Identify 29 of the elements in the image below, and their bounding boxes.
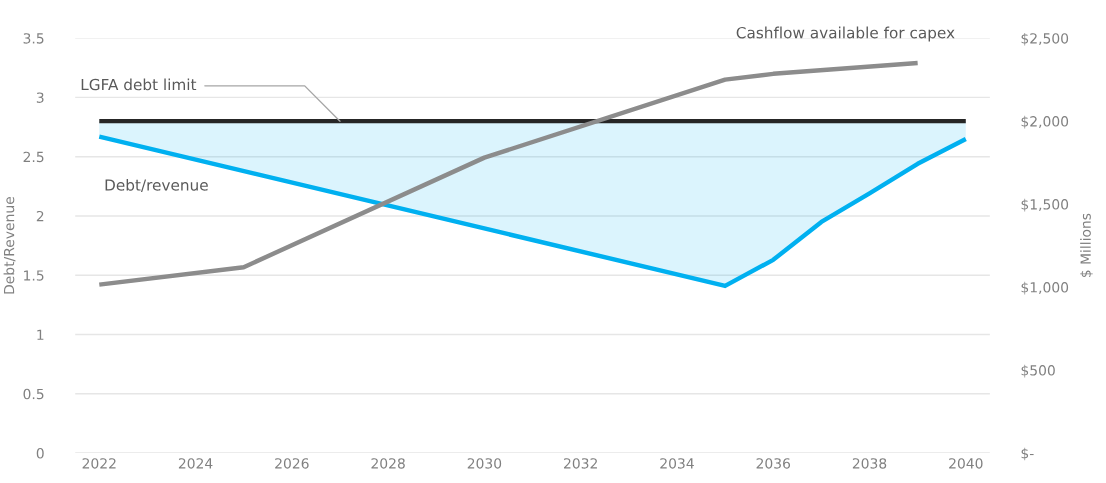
text: Cashflow available for capex xyxy=(736,26,955,42)
x-tick-label: 2032 xyxy=(564,458,597,469)
y2-tick-label: $500 xyxy=(1021,364,1055,378)
y2-axis-title: $ Millions xyxy=(1080,213,1093,278)
x-tick-label: 2030 xyxy=(467,458,502,469)
y2-tick-label: $- xyxy=(1021,447,1034,461)
y2-tick-label: $1,500 xyxy=(1021,198,1069,212)
x-tick-label: 2036 xyxy=(756,458,791,469)
x-tick-label: 2024 xyxy=(178,458,213,469)
y2-tick-label: $1,000 xyxy=(1021,281,1069,295)
y-tick-label: 3.5 xyxy=(23,33,44,44)
y-tick-label: 1.5 xyxy=(24,270,44,281)
y2-tick-label: $2,500 xyxy=(1021,32,1069,46)
x-tick-label: 2028 xyxy=(371,458,405,469)
text: LGFA debt limit xyxy=(81,78,197,91)
x-tick-label: 2038 xyxy=(852,458,887,469)
y-tick-label: 2.5 xyxy=(23,151,44,163)
y2-tick-label: $2,000 xyxy=(1021,115,1069,129)
y-tick-label: 1 xyxy=(37,329,44,340)
y-tick-label: 0 xyxy=(36,448,44,459)
y-tick-label: 0.5 xyxy=(23,388,44,400)
x-tick-label: 2022 xyxy=(82,458,116,469)
series-label: Debt/revenue xyxy=(105,178,208,192)
x-tick-label: 2026 xyxy=(275,458,309,469)
y-tick-label: 3 xyxy=(36,92,44,103)
y-tick-label: 2 xyxy=(36,210,44,222)
x-tick-label: 2040 xyxy=(949,458,983,469)
x-tick-label: 2034 xyxy=(660,458,694,469)
y-axis-title: Debt/Revenue xyxy=(3,197,16,294)
